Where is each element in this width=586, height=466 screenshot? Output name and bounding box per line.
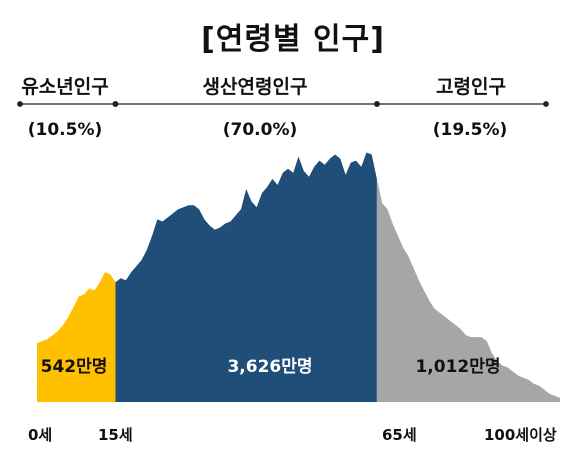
area-elderly [376,178,560,402]
group-total-elderly: 1,012만명 [415,357,501,377]
group-total-youth: 542만명 [40,357,108,377]
area-youth [37,272,116,402]
chart-title: [연령별 인구] [201,22,385,57]
group-label-working: 생산연령인구 [202,76,308,98]
x-tick-15: 15세 [98,426,133,444]
x-tick-100: 100세이상 [484,426,557,444]
group-total-working: 3,626만명 [227,357,313,377]
area-working [115,152,377,402]
group-label-youth: 유소년인구 [21,76,109,98]
x-tick-65: 65세 [382,426,417,444]
group-share-elderly: (19.5%) [432,120,508,140]
group-share-working: (70.0%) [222,120,298,140]
x-tick-0: 0세 [28,426,53,444]
group-share-youth: (10.5%) [27,120,103,140]
group-label-elderly: 고령인구 [436,76,506,98]
